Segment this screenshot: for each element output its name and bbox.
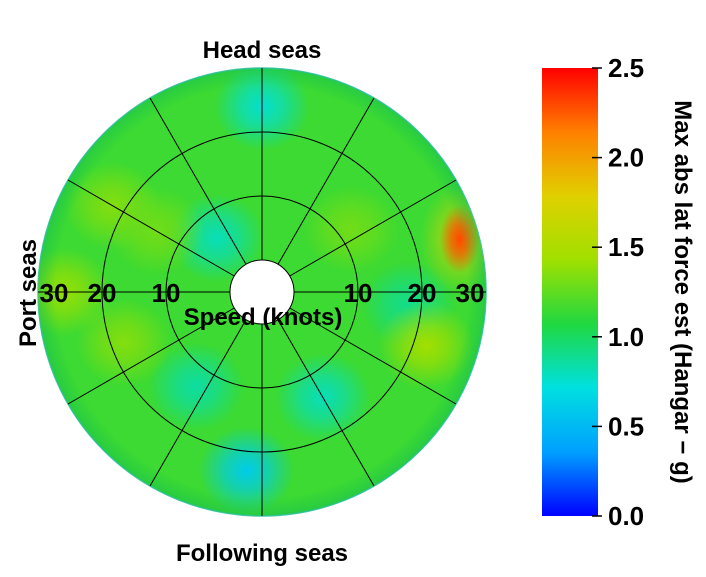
spoke-60 [289,179,457,277]
spoke-210 [149,319,247,487]
colorbar-tick-label-1: 0.5 [608,411,644,441]
radial-tick-right-20: 20 [408,278,437,308]
radial-tick-left-20: 20 [88,278,117,308]
colorbar-tick-label-0: 0.0 [608,501,644,531]
spoke-300 [67,179,235,277]
colorbar-tick-label-5: 2.5 [608,53,644,83]
radial-tick-right-10: 10 [344,278,373,308]
radial-tick-left-10: 10 [152,278,181,308]
colorbar-label: Max abs lat force est (Hangar − g) [669,100,696,483]
direction-label-left: Port seas [15,239,42,347]
spoke-120 [289,307,457,405]
center-hole [229,259,295,325]
spoke-240 [67,307,235,405]
spoke-150 [277,319,375,487]
colorbar-ticks: 0.0 0.5 1.0 1.5 2.0 2.5 [592,53,644,531]
polar-grid [38,68,486,516]
radial-tick-labels: 30 20 10 10 20 30 [40,278,485,308]
colorbar-tick-label-4: 2.0 [608,143,644,173]
spoke-330 [149,97,247,265]
colorbar-gradient [542,68,598,516]
radial-tick-right-30: 30 [456,278,485,308]
radial-tick-left-30: 30 [40,278,69,308]
radial-axis-label: Speed (knots) [184,304,343,331]
colorbar-tick-label-2: 1.0 [608,322,644,352]
colorbar: 0.0 0.5 1.0 1.5 2.0 2.5 [542,53,644,531]
direction-label-bottom: Following seas [176,540,348,567]
colorbar-tick-label-3: 1.5 [608,232,644,262]
spoke-30 [277,97,375,265]
direction-label-top: Head seas [203,37,322,64]
